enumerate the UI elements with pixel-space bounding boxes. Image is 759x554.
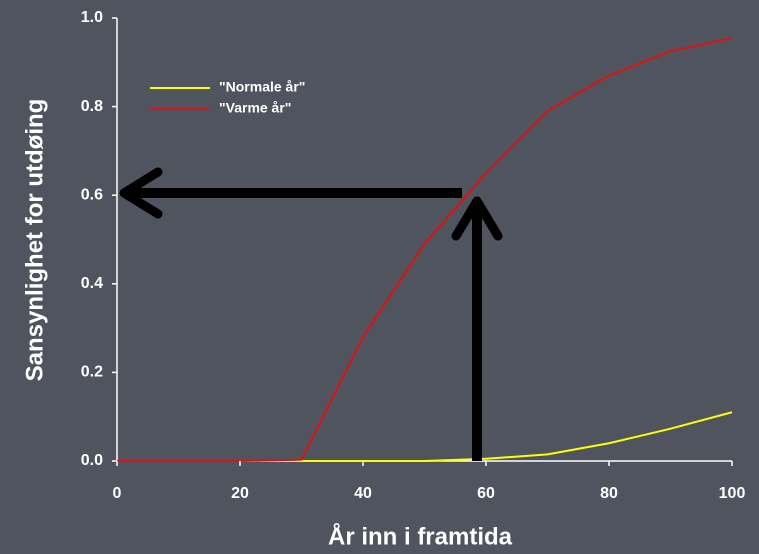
y-axis-label: Sansynlighet for utdøing (21, 99, 48, 382)
line-series (117, 36, 733, 462)
arrow-head (451, 196, 503, 241)
x-tick-label: 0 (113, 485, 122, 502)
x-tick-label: 40 (354, 485, 372, 502)
x-tick-label: 60 (477, 485, 495, 502)
arrow-head (119, 167, 163, 219)
x-tick-label: 80 (600, 485, 618, 502)
legend-label: "Normale år" (219, 79, 305, 95)
y-tick-label: 0.6 (81, 186, 103, 203)
y-tick-label: 0.4 (81, 275, 103, 292)
legend-label: "Varme år" (219, 100, 291, 116)
y-tick-label: 1.0 (81, 9, 103, 26)
horizontal-arrow (119, 167, 462, 219)
plot (117, 36, 733, 462)
x-axis-label: År inn i framtida (328, 522, 513, 550)
vertical-arrow (451, 196, 503, 461)
y-tick-label: 0.0 (81, 452, 103, 469)
y-tick-label: 0.8 (81, 98, 103, 115)
y-tick-label: 0.2 (81, 364, 103, 381)
x-tick-label: 100 (719, 485, 746, 502)
x-tick-label: 20 (231, 485, 249, 502)
